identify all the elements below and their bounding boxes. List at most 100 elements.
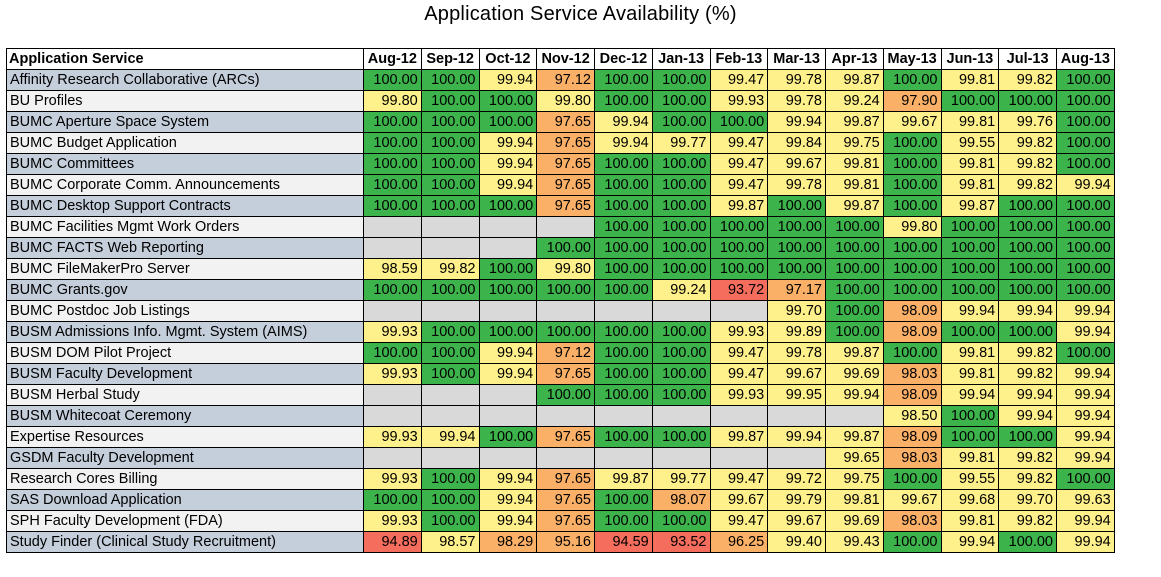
availability-cell: 100.00 [594, 90, 653, 112]
availability-cell: 98.57 [420, 531, 480, 553]
availability-cell: 99.94 [478, 174, 538, 196]
availability-cell: 99.94 [998, 300, 1057, 322]
availability-cell: 99.80 [882, 216, 942, 238]
availability-cell [651, 447, 711, 469]
table-row: GSDM Faculty Development 99.65 98.03 99.81 9… [6, 447, 1115, 469]
availability-cell: 99.67 [767, 153, 826, 175]
availability-cell: 99.87 [709, 195, 769, 217]
service-name: BUMC Aperture Space System [6, 111, 364, 133]
availability-cell: 100.00 [767, 195, 826, 217]
availability-cell: 98.03 [882, 447, 942, 469]
table-row: BUSM Whitecoat Ceremony 98.50 100.00 99.94 9… [6, 405, 1115, 427]
availability-cell: 99.94 [594, 132, 653, 154]
availability-cell: 99.94 [1056, 447, 1115, 469]
availability-cell: 99.94 [1056, 384, 1115, 406]
availability-cell: 100.00 [1056, 111, 1115, 133]
availability-cell [420, 216, 480, 238]
availability-cell: 99.78 [767, 342, 826, 364]
availability-cell: 100.00 [363, 489, 422, 511]
availability-cell: 99.72 [767, 468, 826, 490]
availability-cell: 99.82 [998, 510, 1057, 532]
availability-cell: 94.59 [594, 531, 653, 553]
availability-cell: 99.43 [825, 531, 884, 553]
availability-cell: 99.87 [940, 195, 1000, 217]
availability-cell: 99.78 [767, 174, 826, 196]
availability-cell [594, 300, 653, 322]
column-header: Nov-12 [536, 48, 595, 70]
availability-cell: 100.00 [651, 363, 711, 385]
availability-cell: 100.00 [478, 258, 538, 280]
availability-cell: 100.00 [1056, 279, 1115, 301]
availability-cell: 97.65 [536, 111, 595, 133]
availability-cell: 99.67 [882, 489, 942, 511]
availability-cell: 100.00 [825, 321, 884, 343]
availability-cell: 99.82 [998, 447, 1057, 469]
availability-cell: 99.82 [998, 153, 1057, 175]
availability-cell [363, 237, 422, 259]
availability-cell [594, 447, 653, 469]
availability-cell: 99.94 [1056, 321, 1115, 343]
table-row: BUSM DOM Pilot Project 100.00 100.00 99.94 9… [6, 342, 1115, 364]
availability-cell: 99.93 [709, 90, 769, 112]
availability-cell: 99.81 [940, 111, 1000, 133]
availability-cell: 100.00 [767, 216, 826, 238]
availability-cell: 100.00 [882, 237, 942, 259]
availability-cell: 98.50 [882, 405, 942, 427]
availability-cell [363, 384, 422, 406]
availability-cell: 100.00 [940, 405, 1000, 427]
availability-cell: 100.00 [998, 237, 1057, 259]
table-row: BUMC FACTS Web Reporting 100.00 100.00 100.… [6, 237, 1115, 259]
availability-cell: 99.82 [420, 258, 480, 280]
availability-cell: 100.00 [651, 258, 711, 280]
column-header: Apr-13 [825, 48, 884, 70]
availability-cell [478, 237, 538, 259]
availability-cell: 99.75 [825, 132, 884, 154]
table-row: BUSM Herbal Study 100.00 100.00 100.00 99.93… [6, 384, 1115, 406]
availability-cell: 100.00 [651, 426, 711, 448]
availability-cell: 99.94 [998, 405, 1057, 427]
availability-cell: 97.65 [536, 153, 595, 175]
availability-cell: 100.00 [1056, 69, 1115, 91]
availability-cell: 100.00 [998, 90, 1057, 112]
availability-cell: 100.00 [709, 216, 769, 238]
availability-cell: 100.00 [420, 195, 480, 217]
row-header: Application Service [6, 48, 364, 70]
availability-cell: 99.93 [363, 363, 422, 385]
availability-cell: 99.55 [940, 132, 1000, 154]
availability-cell: 97.12 [536, 342, 595, 364]
availability-cell [478, 405, 538, 427]
table-row: BUMC Postdoc Job Listings 99.70 100.00 98.0… [6, 300, 1115, 322]
availability-cell: 100.00 [651, 153, 711, 175]
availability-cell: 100.00 [998, 216, 1057, 238]
availability-cell: 100.00 [882, 195, 942, 217]
availability-table: Application Service Aug-12 Sep-12 Oct-12 No… [6, 48, 1115, 553]
availability-cell: 100.00 [420, 468, 480, 490]
availability-cell: 100.00 [478, 321, 538, 343]
availability-cell: 100.00 [882, 69, 942, 91]
availability-cell: 100.00 [825, 300, 884, 322]
table-row: SAS Download Application 100.00 100.00 99.9… [6, 489, 1115, 511]
availability-cell: 100.00 [767, 258, 826, 280]
availability-cell: 100.00 [882, 153, 942, 175]
service-name: BUMC FileMakerPro Server [6, 258, 364, 280]
availability-cell: 100.00 [420, 342, 480, 364]
availability-cell: 99.47 [709, 510, 769, 532]
column-header: Jul-13 [998, 48, 1057, 70]
availability-cell: 99.94 [1056, 174, 1115, 196]
availability-cell [651, 300, 711, 322]
availability-cell: 100.00 [825, 237, 884, 259]
availability-cell: 97.65 [536, 363, 595, 385]
availability-cell: 99.94 [478, 489, 538, 511]
availability-cell: 100.00 [882, 258, 942, 280]
availability-cell: 99.80 [363, 90, 422, 112]
availability-cell: 95.16 [536, 531, 595, 553]
availability-cell: 100.00 [478, 90, 538, 112]
availability-cell: 100.00 [594, 216, 653, 238]
availability-cell: 99.81 [940, 153, 1000, 175]
table-row: BUMC Corporate Comm. Announcements 100.00… [6, 174, 1115, 196]
availability-cell: 99.78 [767, 90, 826, 112]
table-row: BUMC Budget Application 100.00 100.00 99.94… [6, 132, 1115, 154]
availability-cell: 99.81 [940, 447, 1000, 469]
availability-cell: 99.94 [1056, 426, 1115, 448]
availability-cell: 99.94 [1056, 300, 1115, 322]
